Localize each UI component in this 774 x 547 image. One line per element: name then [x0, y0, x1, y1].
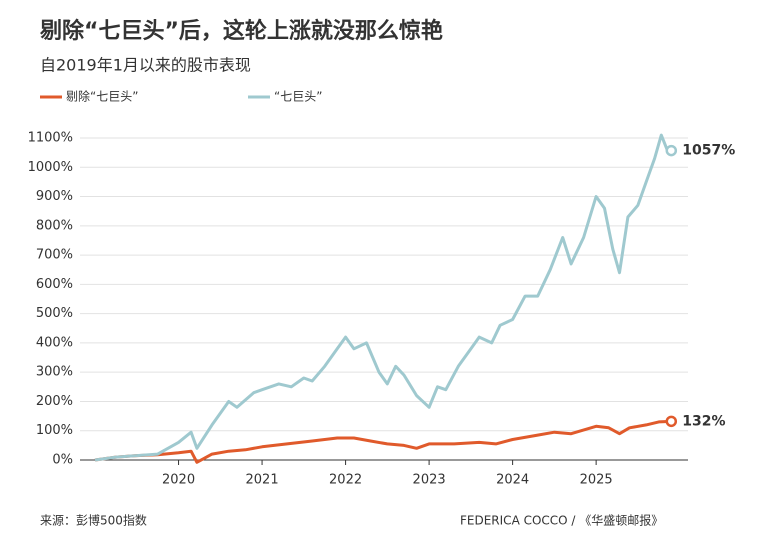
y-tick-label: 0% [52, 453, 73, 468]
y-tick-label: 1100% [28, 131, 73, 146]
y-tick-label: 900% [36, 189, 73, 204]
legend-label: 剔除“七巨头” [66, 89, 138, 104]
y-tick-label: 1000% [28, 160, 73, 175]
credit: FEDERICA COCCO / 《华盛顿邮报》 [460, 513, 663, 528]
y-tick-label: 700% [36, 248, 73, 263]
end-point [665, 144, 678, 157]
series-line [94, 133, 672, 462]
x-tick-label: 2024 [496, 473, 529, 488]
y-tick-label: 600% [36, 277, 73, 292]
chart-subtitle: 自2019年1月以来的股市表现 [40, 56, 251, 75]
y-tick-label: 100% [36, 423, 73, 438]
y-tick-label: 300% [36, 365, 73, 380]
x-tick-label: 2025 [580, 473, 613, 488]
x-tick-label: 2022 [329, 473, 362, 488]
x-tick-label: 2021 [246, 473, 279, 488]
end-label: 1057% [682, 143, 735, 159]
y-tick-label: 500% [36, 306, 73, 321]
x-tick-label: 2020 [162, 473, 195, 488]
x-tick-label: 2023 [413, 473, 446, 488]
legend-label: “七巨头” [274, 90, 322, 104]
source: 来源：彭博500指数 [40, 513, 147, 528]
end-label: 132% [682, 413, 725, 429]
y-tick-label: 200% [36, 394, 73, 409]
y-tick-label: 800% [36, 218, 73, 233]
end-point [665, 415, 678, 428]
y-tick-label: 400% [36, 335, 73, 350]
chart-title: 剔除“七巨头”后，这轮上涨就没那么惊艳 [39, 18, 443, 44]
series-line [94, 419, 672, 464]
